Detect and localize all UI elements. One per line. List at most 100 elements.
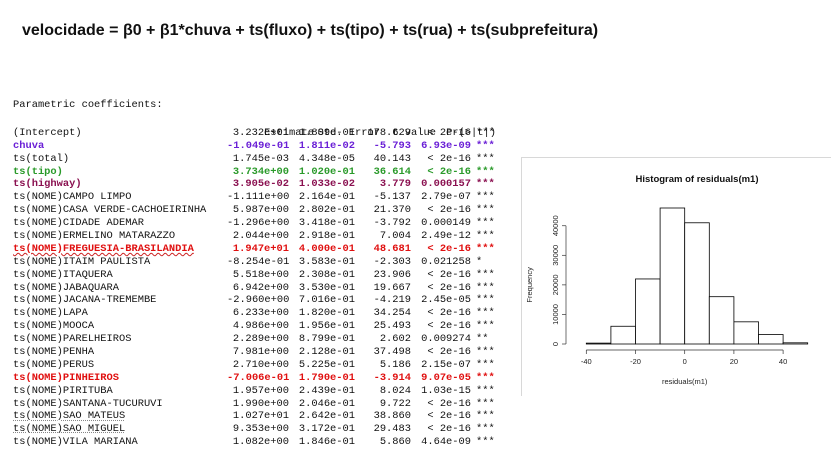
- table-row: ts(NOME)SAO MIGUEL 9.353e+00 3.172e-01 29.4…: [13, 423, 529, 436]
- cell-term: ts(NOME)ITAQUERA: [13, 268, 113, 281]
- formula-title: velocidade = β0 + β1*chuva + ts(fluxo) +…: [22, 22, 599, 39]
- cell-estimate: 1.027e+01: [232, 410, 289, 423]
- x-tick-label: -40: [581, 357, 592, 366]
- cell-p-value: < 2e-16: [427, 126, 471, 139]
- cell-signif: ***: [476, 204, 495, 217]
- table-row: ts(NOME)CIDADE ADEMAR -1.296e+00 3.418e-01…: [13, 217, 529, 230]
- histogram-panel: Histogram of residuals(m1) -40 -20 0 20 40 res…: [521, 157, 831, 396]
- cell-std-error: 1.790e-01: [298, 371, 355, 384]
- table-row: ts(NOME)PENHA 7.981e+00 2.128e-01 37.498 < 2…: [13, 346, 529, 359]
- cell-t-value: -3.792: [373, 217, 411, 230]
- cell-std-error: 2.164e-01: [298, 191, 355, 204]
- cell-term: (Intercept): [13, 126, 82, 139]
- cell-estimate: -1.049e-01: [227, 139, 290, 152]
- cell-p-value: < 2e-16: [427, 397, 471, 410]
- cell-t-value: 178.629: [367, 126, 411, 139]
- cell-term: chuva: [13, 139, 45, 152]
- cell-t-value: 23.906: [373, 268, 411, 281]
- cell-std-error: 2.918e-01: [298, 230, 355, 243]
- cell-t-value: 38.860: [373, 410, 411, 423]
- histogram-bar: [635, 278, 661, 345]
- cell-signif: ***: [476, 397, 495, 410]
- table-row: ts(NOME)ERMELINO MATARAZZO 2.044e+00 2.918…: [13, 230, 529, 243]
- cell-std-error: 3.530e-01: [298, 281, 355, 294]
- cell-signif: ***: [476, 294, 495, 307]
- cell-signif: ***: [476, 242, 495, 255]
- cell-estimate: 2.710e+00: [232, 358, 289, 371]
- cell-t-value: 3.779: [379, 178, 411, 191]
- histogram-bar: [610, 325, 636, 345]
- cell-std-error: 5.225e-01: [298, 358, 355, 371]
- cell-term: ts(NOME)PINHEIROS: [13, 371, 120, 384]
- cell-std-error: 2.802e-01: [298, 204, 355, 217]
- cell-term: ts(NOME)CAMPO LIMPO: [13, 191, 132, 204]
- cell-estimate: 6.233e+00: [232, 307, 289, 320]
- cell-estimate: 1.082e+00: [232, 436, 289, 449]
- cell-std-error: 1.820e-01: [298, 307, 355, 320]
- cell-term: ts(highway): [13, 178, 82, 191]
- table-row: (Intercept) 3.232e+01 1.809e-01 178.629 < 2e…: [13, 127, 529, 140]
- cell-p-value: 2.45e-05: [421, 294, 471, 307]
- x-axis-label: residuals(m1): [662, 377, 708, 386]
- cell-std-error: 2.128e-01: [298, 346, 355, 359]
- cell-signif: *: [476, 255, 483, 268]
- cell-term: ts(total): [13, 152, 70, 165]
- cell-t-value: 5.186: [379, 358, 411, 371]
- table-row: ts(NOME)PINHEIROS -7.006e-01 1.790e-01 -3.9…: [13, 372, 529, 385]
- cell-p-value: 0.000157: [421, 178, 471, 191]
- cell-t-value: 48.681: [373, 242, 411, 255]
- cell-signif: ***: [476, 307, 495, 320]
- cell-t-value: -3.914: [373, 371, 411, 384]
- cell-p-value: < 2e-16: [427, 410, 471, 423]
- cell-t-value: 19.667: [373, 281, 411, 294]
- cell-estimate: -2.960e+00: [227, 294, 290, 307]
- cell-estimate: -1.296e+00: [227, 217, 290, 230]
- cell-std-error: 2.642e-01: [298, 410, 355, 423]
- cell-signif: ***: [476, 139, 495, 152]
- table-row: ts(tipo) 3.734e+00 1.020e-01 36.614 < 2e-16 *…: [13, 166, 529, 179]
- histogram-bar: [708, 296, 735, 345]
- cell-term: ts(tipo): [13, 165, 63, 178]
- cell-estimate: 7.981e+00: [232, 346, 289, 359]
- cell-p-value: 0.009274: [421, 333, 471, 346]
- table-row: ts(NOME)CASA VERDE-CACHOEIRINHA 5.987e+00…: [13, 204, 529, 217]
- cell-signif: ***: [476, 217, 495, 230]
- y-axis-label: Frequency: [525, 267, 534, 303]
- table-row: ts(NOME)VILA MARIANA 1.082e+00 1.846e-01 5.…: [13, 436, 529, 449]
- cell-t-value: 25.493: [373, 320, 411, 333]
- cell-std-error: 7.016e-01: [298, 294, 355, 307]
- cell-term: ts(NOME)PIRITUBA: [13, 384, 113, 397]
- cell-signif: ***: [476, 281, 495, 294]
- cell-std-error: 2.046e-01: [298, 397, 355, 410]
- cell-t-value: 21.370: [373, 204, 411, 217]
- cell-p-value: < 2e-16: [427, 152, 471, 165]
- table-row: ts(NOME)ITAIM PAULISTA -8.254e-01 3.583e-0…: [13, 256, 529, 269]
- cell-signif: ***: [476, 230, 495, 243]
- cell-p-value: < 2e-16: [427, 281, 471, 294]
- y-tick-label: 0: [551, 342, 560, 346]
- cell-std-error: 1.811e-02: [298, 139, 355, 152]
- table-row: ts(NOME)LAPA 6.233e+00 1.820e-01 34.254 < 2e…: [13, 307, 529, 320]
- cell-signif: ***: [476, 165, 495, 178]
- cell-std-error: 1.846e-01: [298, 436, 355, 449]
- cell-estimate: 9.353e+00: [232, 423, 289, 436]
- cell-term: ts(NOME)PERUS: [13, 358, 95, 371]
- cell-estimate: 2.289e+00: [232, 333, 289, 346]
- cell-t-value: 40.143: [373, 152, 411, 165]
- cell-term: ts(NOME)FREGUESIA-BRASILANDIA: [13, 242, 194, 255]
- cell-term: ts(NOME)CIDADE ADEMAR: [13, 217, 144, 230]
- cell-std-error: 8.799e-01: [298, 333, 355, 346]
- cell-signif: ***: [476, 423, 495, 436]
- table-row: ts(NOME)ITAQUERA 5.518e+00 2.308e-01 23.906…: [13, 269, 529, 282]
- cell-p-value: 2.49e-12: [421, 230, 471, 243]
- cell-estimate: 5.987e+00: [232, 204, 289, 217]
- table-row: ts(NOME)FREGUESIA-BRASILANDIA 1.947e+01 4.…: [13, 243, 529, 256]
- cell-std-error: 1.956e-01: [298, 320, 355, 333]
- cell-signif: ***: [476, 268, 495, 281]
- cell-std-error: 1.033e-02: [298, 178, 355, 191]
- cell-t-value: 34.254: [373, 307, 411, 320]
- coefficients-table: Estimate Std. Error t value Pr(>|t|) (Inter…: [13, 114, 529, 449]
- x-tick-label: 0: [683, 357, 687, 366]
- cell-term: ts(NOME)ERMELINO MATARAZZO: [13, 230, 176, 243]
- y-tick-label: 30000: [551, 245, 560, 266]
